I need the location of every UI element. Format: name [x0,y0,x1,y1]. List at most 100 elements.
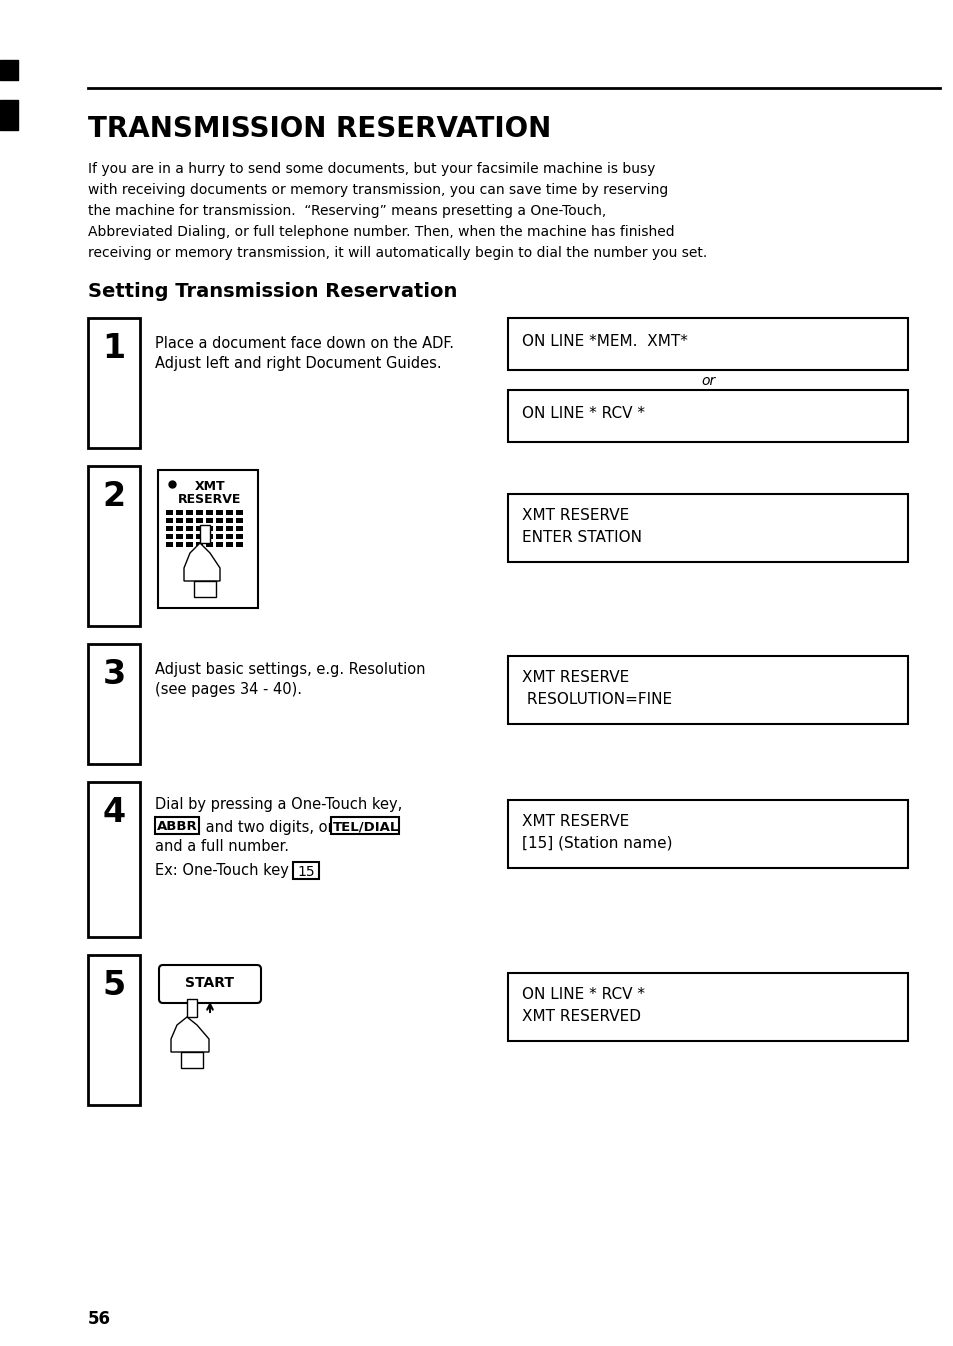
Text: Dial by pressing a One-Touch key,: Dial by pressing a One-Touch key, [154,797,402,812]
Bar [175,510,183,516]
Bar [175,526,183,532]
Text: 5: 5 [102,969,126,1001]
Text: ON LINE * RCV *: ON LINE * RCV * [521,987,644,1001]
Text: 1: 1 [102,332,126,365]
Text: with receiving documents or memory transmission, you can save time by reserving: with receiving documents or memory trans… [88,183,667,197]
Bar [226,526,233,532]
Text: Setting Transmission Reservation: Setting Transmission Reservation [88,283,456,302]
Bar [331,817,398,835]
Bar [175,542,183,546]
Bar [507,494,907,563]
Bar [215,534,223,538]
Text: 3: 3 [102,658,126,690]
Bar [215,510,223,516]
Bar [293,861,318,879]
Text: XMT RESERVE: XMT RESERVE [521,507,629,524]
Bar [226,510,233,516]
Bar [158,470,257,608]
Bar [88,782,140,937]
Text: ON LINE *MEM.  XMT*: ON LINE *MEM. XMT* [521,334,687,349]
Text: ABBR: ABBR [157,820,197,833]
Bar [206,510,213,516]
Bar [235,542,243,546]
Bar [187,999,196,1018]
Text: RESERVE: RESERVE [178,493,241,506]
Text: RESOLUTION=FINE: RESOLUTION=FINE [521,692,672,707]
FancyBboxPatch shape [159,965,261,1003]
Text: If you are in a hurry to send some documents, but your facsimile machine is busy: If you are in a hurry to send some docum… [88,162,655,176]
Text: START: START [185,976,234,991]
Text: ON LINE * RCV *: ON LINE * RCV * [521,406,644,421]
Bar [235,518,243,524]
Text: [15] (Station name): [15] (Station name) [521,836,672,851]
Bar [195,518,203,524]
Bar [193,581,215,598]
Polygon shape [184,542,220,581]
Bar [507,318,907,370]
Bar [154,817,199,835]
Text: Abbreviated Dialing, or full telephone number. Then, when the machine has finish: Abbreviated Dialing, or full telephone n… [88,225,674,240]
Text: and two digits, or: and two digits, or [201,820,338,835]
Bar [507,973,907,1040]
Text: 56: 56 [88,1310,111,1329]
Bar [235,526,243,532]
Text: (see pages 34 - 40).: (see pages 34 - 40). [154,682,302,697]
Text: Adjust left and right Document Guides.: Adjust left and right Document Guides. [154,355,441,371]
Text: XMT RESERVE: XMT RESERVE [521,814,629,829]
Text: XMT RESERVED: XMT RESERVED [521,1010,640,1024]
Bar [195,542,203,546]
Bar [507,656,907,724]
Text: ENTER STATION: ENTER STATION [521,530,641,545]
Text: Place a document face down on the ADF.: Place a document face down on the ADF. [154,336,454,351]
Text: Ex: One-Touch key: Ex: One-Touch key [154,863,294,878]
Bar [195,510,203,516]
Bar [186,510,193,516]
Bar [226,534,233,538]
Bar [88,643,140,765]
Text: receiving or memory transmission, it will automatically begin to dial the number: receiving or memory transmission, it wil… [88,246,706,260]
Bar [88,466,140,626]
Bar [166,526,172,532]
Bar [215,518,223,524]
Bar [206,518,213,524]
Bar [507,390,907,441]
Bar [195,534,203,538]
Bar [181,1053,203,1067]
Polygon shape [171,1018,209,1053]
Text: or: or [700,374,715,388]
Bar [215,542,223,546]
Bar [88,956,140,1105]
Bar [195,526,203,532]
Bar [88,318,140,448]
Bar [235,534,243,538]
Bar [206,542,213,546]
Text: 2: 2 [102,481,126,513]
Text: the machine for transmission.  “Reserving” means presetting a One-Touch,: the machine for transmission. “Reserving… [88,205,605,218]
Text: and a full number.: and a full number. [154,839,289,853]
Bar [206,526,213,532]
Text: TEL/DIAL: TEL/DIAL [333,820,399,833]
Bar [226,542,233,546]
Bar [166,534,172,538]
Bar [166,510,172,516]
Bar [235,510,243,516]
Bar [166,518,172,524]
Text: 4: 4 [102,795,126,829]
Bar [186,534,193,538]
Bar [175,534,183,538]
Bar [215,526,223,532]
Bar [200,525,210,542]
Text: Adjust basic settings, e.g. Resolution: Adjust basic settings, e.g. Resolution [154,662,425,677]
Bar [186,526,193,532]
Bar [206,534,213,538]
Text: XMT RESERVE: XMT RESERVE [521,670,629,685]
Bar [186,542,193,546]
Bar [226,518,233,524]
Text: 15: 15 [296,865,314,879]
Bar [507,800,907,868]
Text: XMT: XMT [194,481,225,493]
Bar [166,542,172,546]
Text: TRANSMISSION RESERVATION: TRANSMISSION RESERVATION [88,114,551,143]
Bar [175,518,183,524]
Bar [186,518,193,524]
